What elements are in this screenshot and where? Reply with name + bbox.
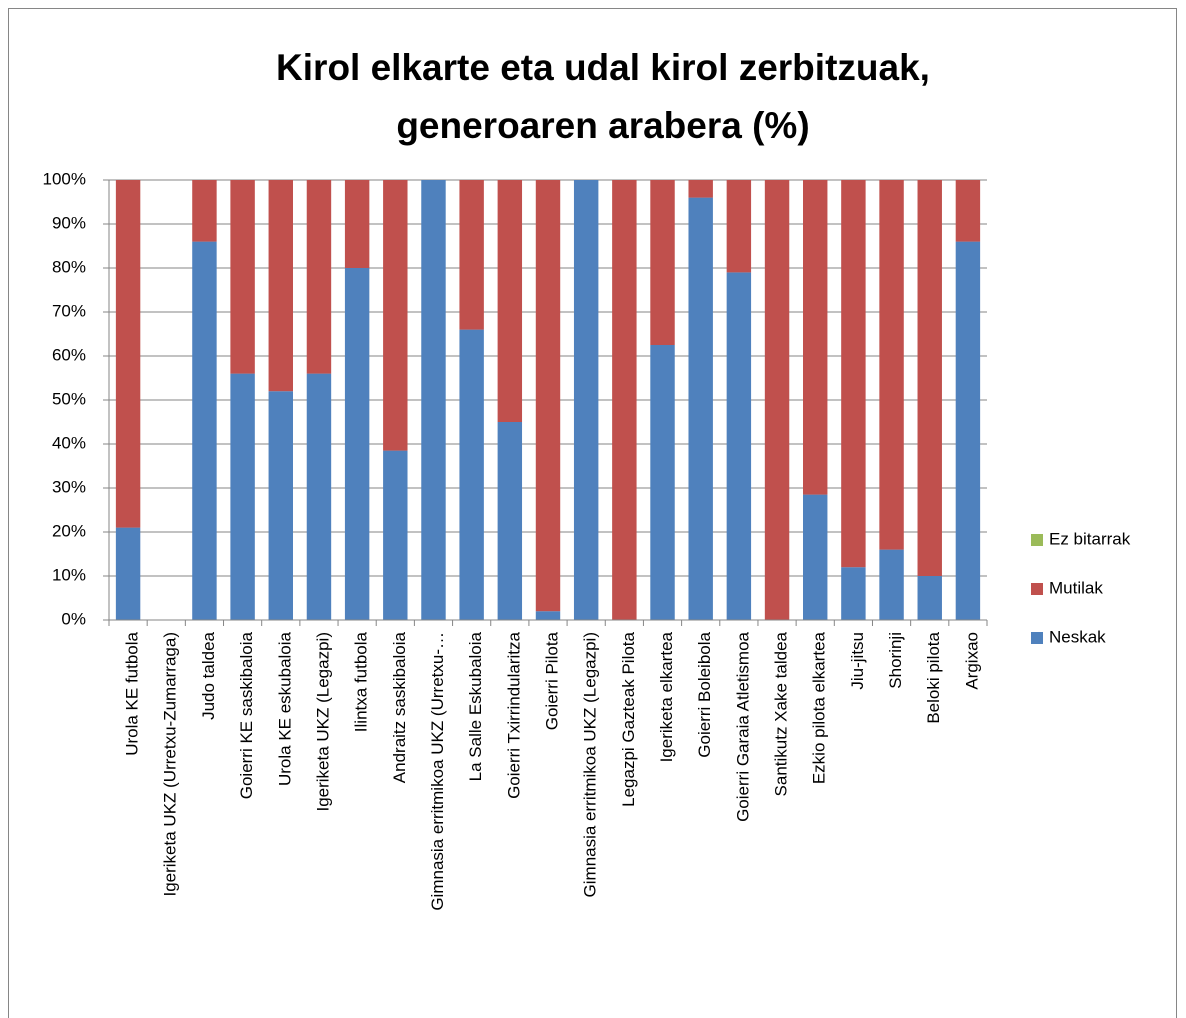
bar-segment [115, 527, 141, 620]
bar-segment [383, 180, 408, 451]
x-tick-label: Beloki pilota [924, 631, 943, 723]
bar-segment [192, 241, 217, 620]
bar-segment [955, 180, 981, 242]
x-tick-label: Igeriketa UKZ (Urretxu-Zumarraga) [161, 632, 180, 897]
bar-segment [459, 329, 484, 620]
y-tick-label: 60% [52, 345, 86, 364]
x-tick-label: Gimnasia erritmikoa UKZ (Legazpi) [581, 632, 600, 897]
bar-segment [421, 180, 446, 620]
chart-title: Kirol elkarte eta udal kirol zerbitzuak, [276, 47, 930, 88]
y-tick-label: 40% [52, 433, 86, 452]
y-tick-label: 50% [52, 389, 86, 408]
x-tick-label: Igeriketa elkartea [657, 631, 676, 762]
x-tick-label: Goierri Pilota [542, 631, 561, 730]
legend-swatch [1031, 632, 1043, 644]
bar-segment [268, 180, 293, 392]
bar-segment [306, 180, 332, 374]
x-tick-label: La Salle Eskubaloia [466, 631, 485, 781]
x-tick-label: Shorinji [886, 632, 905, 689]
y-tick-label: 20% [52, 521, 86, 540]
y-tick-label: 10% [52, 565, 86, 584]
bar-segment [192, 180, 217, 242]
x-tick-label: Andraitz saskibaloia [390, 631, 409, 783]
legend-label: Ez bitarrak [1049, 529, 1131, 548]
legend-label: Mutilak [1049, 578, 1103, 597]
bar-segment [497, 180, 523, 422]
bar-segment [803, 494, 828, 620]
chart-border [8, 8, 1177, 1018]
x-tick-label: Goierri Txirrindularitza [504, 631, 523, 798]
bar-segment [650, 180, 675, 345]
bar-segment [306, 373, 332, 620]
bar-segment [841, 567, 866, 620]
x-tick-label: Santikutz Xake taldea [772, 631, 791, 796]
y-tick-label: 30% [52, 477, 86, 496]
bar-segment [955, 241, 981, 620]
bar-segment [230, 180, 255, 374]
x-tick-label: Gimnasia erritmikoa UKZ (Urretxu-… [428, 632, 447, 911]
legend-label: Neskak [1049, 627, 1106, 646]
bar-segment [726, 180, 752, 273]
x-tick-label: Legazpi Gazteak Pilota [619, 631, 638, 806]
bar-segment [612, 180, 637, 620]
y-tick-label: 0% [61, 609, 86, 628]
bar-segment [803, 180, 828, 495]
bar-segment [917, 576, 942, 620]
bar-segment [573, 180, 599, 620]
bar-segment [688, 180, 713, 198]
bar-segment [383, 450, 408, 620]
bar-segment [688, 197, 713, 620]
bar-segment [535, 611, 561, 620]
bar-segment [917, 180, 942, 576]
bar-segment [841, 180, 866, 568]
bar-segment [497, 422, 523, 620]
x-tick-label: Igeriketa UKZ (Legazpi) [313, 632, 332, 812]
x-tick-label: Goierri Boleibola [695, 631, 714, 757]
bar-segment [535, 180, 561, 612]
legend-swatch [1031, 583, 1043, 595]
x-tick-label: Urola KE futbola [123, 631, 142, 755]
bar-segment [344, 268, 370, 620]
y-tick-label: 100% [43, 169, 86, 188]
bar-segment [650, 345, 675, 620]
bar-segment [764, 180, 790, 620]
bar-segment [879, 180, 904, 550]
y-tick-label: 80% [52, 257, 86, 276]
bar-segment [115, 180, 141, 528]
bar-segment [268, 391, 293, 620]
bar-segment [344, 180, 370, 268]
bar-segment [459, 180, 484, 330]
y-tick-label: 70% [52, 301, 86, 320]
legend-swatch [1031, 534, 1043, 546]
x-tick-label: Ilintxa futbola [352, 631, 371, 732]
x-tick-label: Goierri Garaia Atletismoa [733, 631, 752, 821]
x-tick-label: Urola KE eskubaloia [275, 631, 294, 786]
bar-segment [879, 549, 904, 620]
x-tick-label: Judo taldea [199, 631, 218, 719]
bar-segment [230, 373, 255, 620]
x-tick-label: Argixao [962, 632, 981, 690]
bar-segment [726, 272, 752, 620]
x-tick-label: Ezkio pilota elkartea [810, 631, 829, 784]
x-tick-label: Jiu-jitsu [848, 632, 867, 690]
chart-title: generoaren arabera (%) [396, 105, 809, 146]
x-tick-label: Goierri KE saskibaloia [237, 631, 256, 799]
y-tick-label: 90% [52, 213, 86, 232]
